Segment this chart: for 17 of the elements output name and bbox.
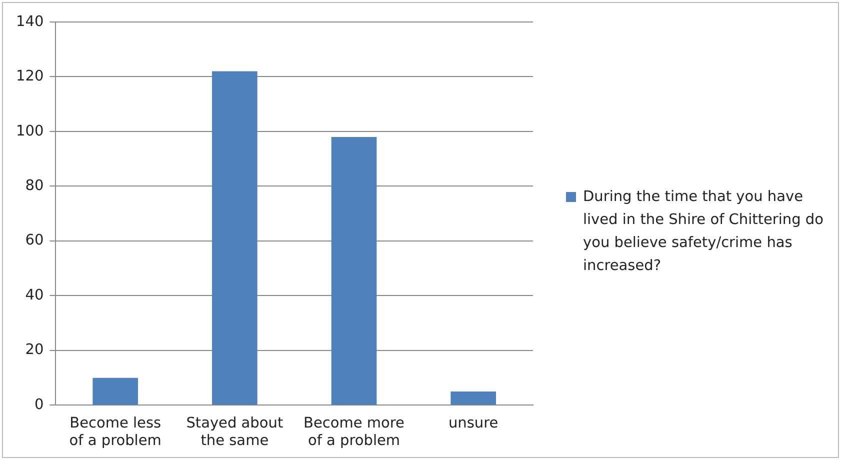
bar [331,136,377,405]
bar [450,392,496,405]
y-tick-label: 0 [34,396,44,413]
y-tick-label: 60 [25,232,44,249]
x-tick-label: Become less of a problem [69,416,162,450]
y-tick-label: 140 [16,14,44,30]
x-tick-label: Stayed about the same [186,416,284,450]
y-tick-label: 20 [25,342,44,358]
y-tick-label: 40 [25,287,44,304]
y-tick-label: 100 [16,123,44,140]
x-tick-label: Become more of a problem [304,416,405,450]
y-tick-label: 80 [25,178,44,194]
bar [92,378,138,405]
bar [212,71,258,405]
y-tick-label: 120 [16,68,44,85]
legend-label: During the time that you have lived in the Shire of Chittering do you believe safety/crime has increased? [583,188,824,276]
x-tick-label: unsure [448,416,498,432]
